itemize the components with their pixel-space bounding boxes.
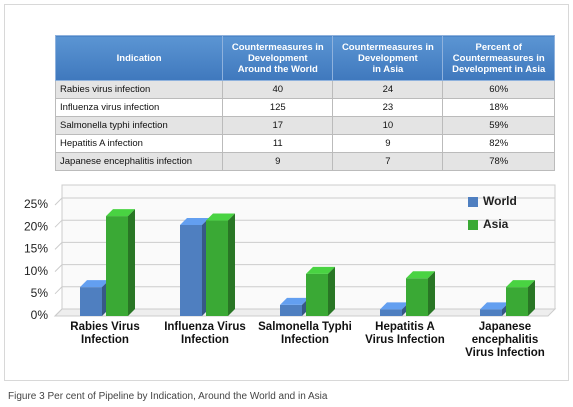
table-row: Rabies virus infection 40 24 60% xyxy=(54,80,555,99)
y-tick-label: 15% xyxy=(24,242,48,256)
y-tick-label: 0% xyxy=(31,308,49,322)
x-tick-label: Influenza Virus Infection xyxy=(164,321,246,346)
grid-line xyxy=(54,286,555,295)
bar-top xyxy=(506,280,535,288)
table-header: Indication xyxy=(54,35,224,81)
bar-front xyxy=(206,220,228,316)
bar-top xyxy=(406,271,435,279)
y-tick-label: 10% xyxy=(24,264,48,278)
bar-top xyxy=(480,302,509,310)
bar-front xyxy=(306,273,328,316)
bar-top xyxy=(306,266,335,274)
bar-front xyxy=(506,287,528,316)
table-header: Countermeasures in Development Around th… xyxy=(222,35,334,81)
table-cell: 9 xyxy=(222,152,334,171)
grid-line xyxy=(54,241,555,250)
bar-side xyxy=(528,280,535,316)
bar-top xyxy=(380,302,409,310)
bar-top xyxy=(206,213,235,221)
table-header: Percent of Countermeasures in Developmen… xyxy=(442,35,555,81)
bar-front xyxy=(106,216,128,316)
bar-front xyxy=(80,287,102,316)
bar-top xyxy=(106,209,135,217)
table: Indication Countermeasures in Development… xyxy=(54,35,555,171)
bar-side xyxy=(428,271,435,316)
x-tick-label: Japanese encephalitis Virus Infection xyxy=(465,321,545,359)
bar-top xyxy=(80,280,109,288)
legend-label: World xyxy=(483,194,517,208)
bar-side xyxy=(228,213,235,316)
table-cell: Salmonella typhi infection xyxy=(54,116,224,135)
bar-top xyxy=(180,217,209,225)
y-tick-label: 25% xyxy=(24,197,48,211)
grid-line xyxy=(54,219,555,228)
table-row: Salmonella typhi infection 17 10 59% xyxy=(54,116,555,135)
legend-swatch xyxy=(468,197,478,207)
bar-front xyxy=(280,304,302,316)
table-cell: Rabies virus infection xyxy=(54,80,224,99)
bar-front xyxy=(406,278,428,316)
bar-front xyxy=(180,224,202,316)
grid-line xyxy=(54,264,555,272)
x-tick-label: Hepatitis A Virus Infection xyxy=(365,321,445,346)
table-cell: 10 xyxy=(332,116,444,135)
bar-side xyxy=(128,209,135,316)
y-tick-label: 5% xyxy=(31,286,49,300)
bar-side xyxy=(328,266,335,316)
table-row: Hepatitis A infection 11 9 82% xyxy=(54,134,555,153)
x-tick-label: Rabies Virus Infection xyxy=(70,321,140,346)
bar-front xyxy=(480,309,502,316)
table-cell: Japanese encephalitis infection xyxy=(54,152,224,171)
table-cell: 17 xyxy=(222,116,334,135)
legend-label: Asia xyxy=(483,217,509,231)
table-cell: 24 xyxy=(332,80,444,99)
y-tick-label: 20% xyxy=(24,219,48,233)
table-cell: 7 xyxy=(332,152,444,171)
table-cell: 60% xyxy=(442,80,555,99)
bar-top xyxy=(280,297,309,305)
bar-front xyxy=(380,309,402,316)
table-cell: 78% xyxy=(442,152,555,171)
chart: 0% 5% 10% 15% 20% 25% World Asia xyxy=(24,184,557,322)
table-row: Japanese encephalitis infection 9 7 78% xyxy=(54,152,555,171)
x-tick-label: Salmonella Typhi Infection xyxy=(258,321,352,346)
table-header: Countermeasures in Development in Asia xyxy=(332,35,444,81)
caption: Figure 3 Per cent of Pipeline by Indicat… xyxy=(8,391,328,402)
legend-swatch xyxy=(468,220,478,230)
table-row: Influenza virus infection 125 23 18% xyxy=(54,98,555,117)
grid-line xyxy=(54,197,555,206)
